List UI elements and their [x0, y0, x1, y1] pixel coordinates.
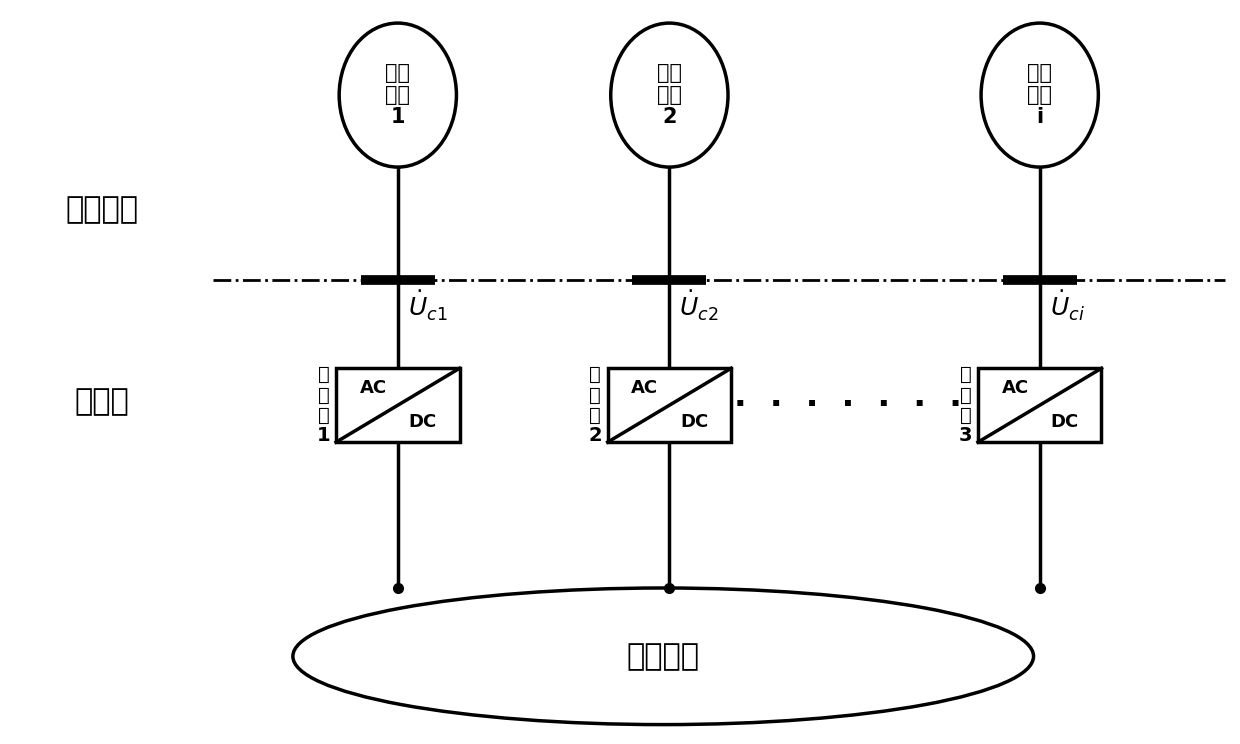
Text: 换
流
站
3: 换 流 站 3: [959, 365, 972, 446]
Text: $\dot{U}_{c2}$: $\dot{U}_{c2}$: [680, 289, 719, 323]
Text: DC: DC: [1050, 413, 1079, 432]
Bar: [336, 368, 460, 442]
Bar: [608, 368, 732, 442]
Text: AC: AC: [631, 379, 658, 397]
Text: ·  ·  ·  ·  ·  ·  ·: · · · · · · ·: [734, 388, 962, 422]
Bar: [978, 368, 1101, 442]
Text: 换
流
站
1: 换 流 站 1: [317, 365, 331, 446]
Text: 直流网络: 直流网络: [626, 642, 699, 671]
Text: 协调层: 协调层: [74, 387, 129, 416]
Text: DC: DC: [408, 413, 436, 432]
Text: 换
流
站
2: 换 流 站 2: [589, 365, 603, 446]
Text: $\dot{U}_{ci}$: $\dot{U}_{ci}$: [1049, 289, 1085, 323]
Text: 交流
系统
2: 交流 系统 2: [657, 62, 682, 127]
Text: $\dot{U}_{c1}$: $\dot{U}_{c1}$: [408, 289, 448, 323]
Text: 交流
系统
i: 交流 系统 i: [1027, 62, 1053, 127]
Text: DC: DC: [680, 413, 708, 432]
Text: AC: AC: [360, 379, 387, 397]
Text: 交流
系统
1: 交流 系统 1: [386, 62, 410, 127]
Ellipse shape: [981, 23, 1099, 167]
Ellipse shape: [340, 23, 456, 167]
Ellipse shape: [611, 23, 728, 167]
Text: 子系统层: 子系统层: [64, 195, 138, 224]
Text: AC: AC: [1002, 379, 1029, 397]
Ellipse shape: [293, 588, 1033, 725]
